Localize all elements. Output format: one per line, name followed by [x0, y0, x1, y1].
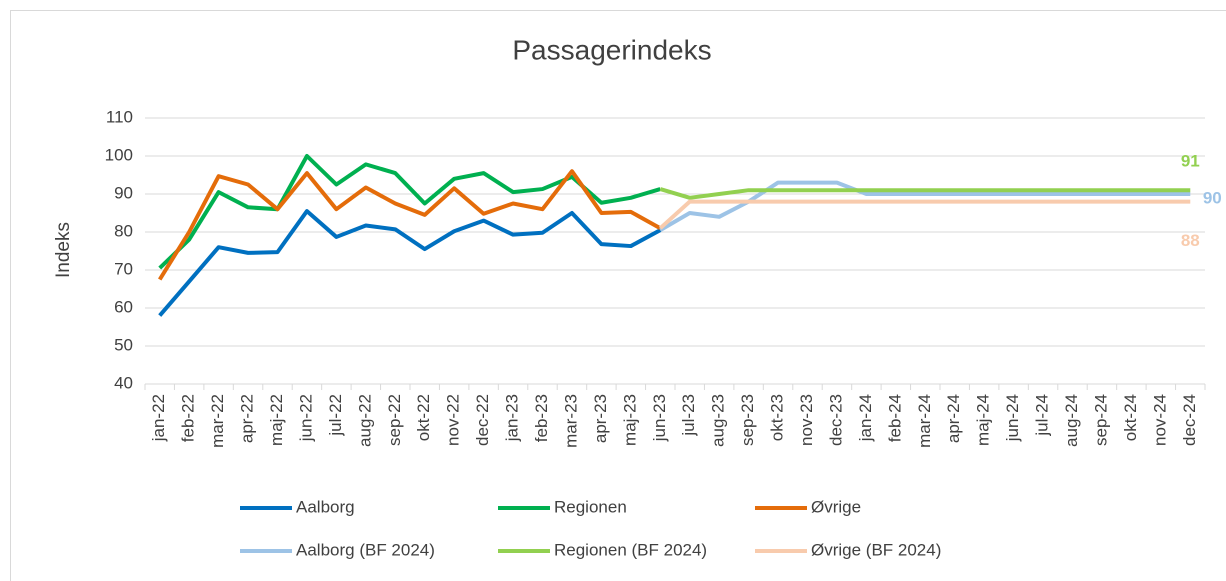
x-tick-label: jul-22 — [326, 394, 345, 437]
x-tick-label: aug-23 — [709, 394, 728, 447]
y-tick-label: 70 — [114, 259, 133, 278]
x-tick-label: jul-23 — [679, 394, 698, 437]
x-tick-label: apr-24 — [944, 394, 963, 443]
y-tick-label: 100 — [105, 145, 133, 164]
x-tick-label: jul-24 — [1033, 394, 1052, 437]
x-tick-label: maj-23 — [620, 394, 639, 446]
y-tick-label: 90 — [114, 183, 133, 202]
x-tick-label: sep-23 — [738, 394, 757, 446]
x-tick-label: dec-22 — [473, 394, 492, 446]
x-tick-label: nov-24 — [1150, 394, 1169, 446]
x-tick-label: jun-24 — [1003, 394, 1022, 442]
legend-label: Regionen (BF 2024) — [554, 540, 707, 559]
series-line — [659, 187, 1191, 200]
legend-label: Aalborg (BF 2024) — [296, 540, 435, 559]
x-tick-label: feb-24 — [885, 394, 904, 442]
legend-label: Øvrige — [811, 497, 861, 516]
data-label: 90 — [1203, 188, 1222, 207]
x-tick-label: jun-22 — [296, 394, 315, 442]
x-tick-label: apr-22 — [238, 394, 257, 443]
x-tick-label: feb-23 — [532, 394, 551, 442]
y-tick-label: 80 — [114, 221, 133, 240]
series-line — [658, 199, 1191, 230]
x-tick-label: okt-24 — [1121, 394, 1140, 441]
data-label: 88 — [1181, 231, 1200, 250]
x-tick-label: nov-23 — [797, 394, 816, 446]
x-tick-label: nov-22 — [444, 394, 463, 446]
y-axis-label: Indeks — [53, 222, 74, 278]
x-tick-label: jan-23 — [503, 394, 522, 442]
x-tick-label: maj-22 — [267, 394, 286, 446]
data-label: 91 — [1181, 152, 1200, 171]
legend-label: Regionen — [554, 497, 627, 516]
x-tick-label: mar-24 — [915, 394, 934, 448]
y-tick-label: 110 — [106, 107, 133, 126]
x-tick-label: sep-22 — [385, 394, 404, 446]
y-tick-label: 60 — [114, 297, 133, 316]
chart-border — [10, 10, 1226, 581]
x-tick-label: dec-23 — [826, 394, 845, 446]
x-tick-label: apr-23 — [591, 394, 610, 443]
x-tick-label: okt-22 — [414, 394, 433, 441]
x-tick-label: jan-22 — [149, 394, 168, 442]
legend-label: Aalborg — [296, 497, 355, 516]
legend-label: Øvrige (BF 2024) — [811, 540, 941, 559]
series-line — [158, 209, 662, 317]
x-tick-label: mar-22 — [208, 394, 227, 448]
y-tick-label: 40 — [114, 373, 133, 392]
chart-title: Passagerindeks — [512, 34, 711, 65]
x-tick-label: feb-22 — [179, 394, 198, 442]
x-tick-label: aug-22 — [355, 394, 374, 447]
y-tick-label: 50 — [114, 335, 133, 354]
x-tick-label: okt-23 — [768, 394, 787, 441]
series-line — [158, 169, 662, 281]
x-tick-label: jun-23 — [650, 394, 669, 442]
x-tick-label: dec-24 — [1180, 394, 1199, 446]
x-tick-label: aug-24 — [1062, 394, 1081, 447]
x-tick-label: sep-24 — [1091, 394, 1110, 446]
x-tick-label: jan-24 — [856, 394, 875, 442]
x-tick-label: mar-23 — [561, 394, 580, 448]
x-tick-label: maj-24 — [974, 394, 993, 446]
